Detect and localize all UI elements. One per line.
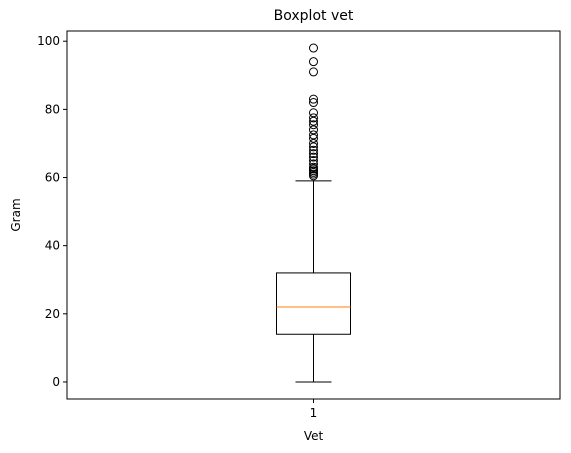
outlier-point [310, 44, 318, 52]
y-axis: 0 20 40 60 80 100 [37, 34, 67, 389]
box-group [277, 181, 351, 382]
x-axis-label: Vet [304, 429, 324, 443]
iqr-box [277, 273, 351, 334]
outliers-group [310, 44, 318, 180]
y-tick-label-0: 0 [52, 375, 60, 389]
y-tick-label-80: 80 [45, 102, 60, 116]
y-tick-label-20: 20 [45, 307, 60, 321]
y-tick-label-60: 60 [45, 171, 60, 185]
outlier-point [310, 68, 318, 76]
y-tick-label-100: 100 [37, 34, 60, 48]
outlier-point [310, 109, 318, 117]
x-axis: 1 [310, 399, 318, 420]
y-axis-label: Gram [9, 198, 23, 231]
outlier-point [310, 58, 318, 66]
y-tick-label-40: 40 [45, 239, 60, 253]
chart-title: Boxplot vet [274, 8, 354, 24]
x-tick-label-1: 1 [310, 406, 318, 420]
